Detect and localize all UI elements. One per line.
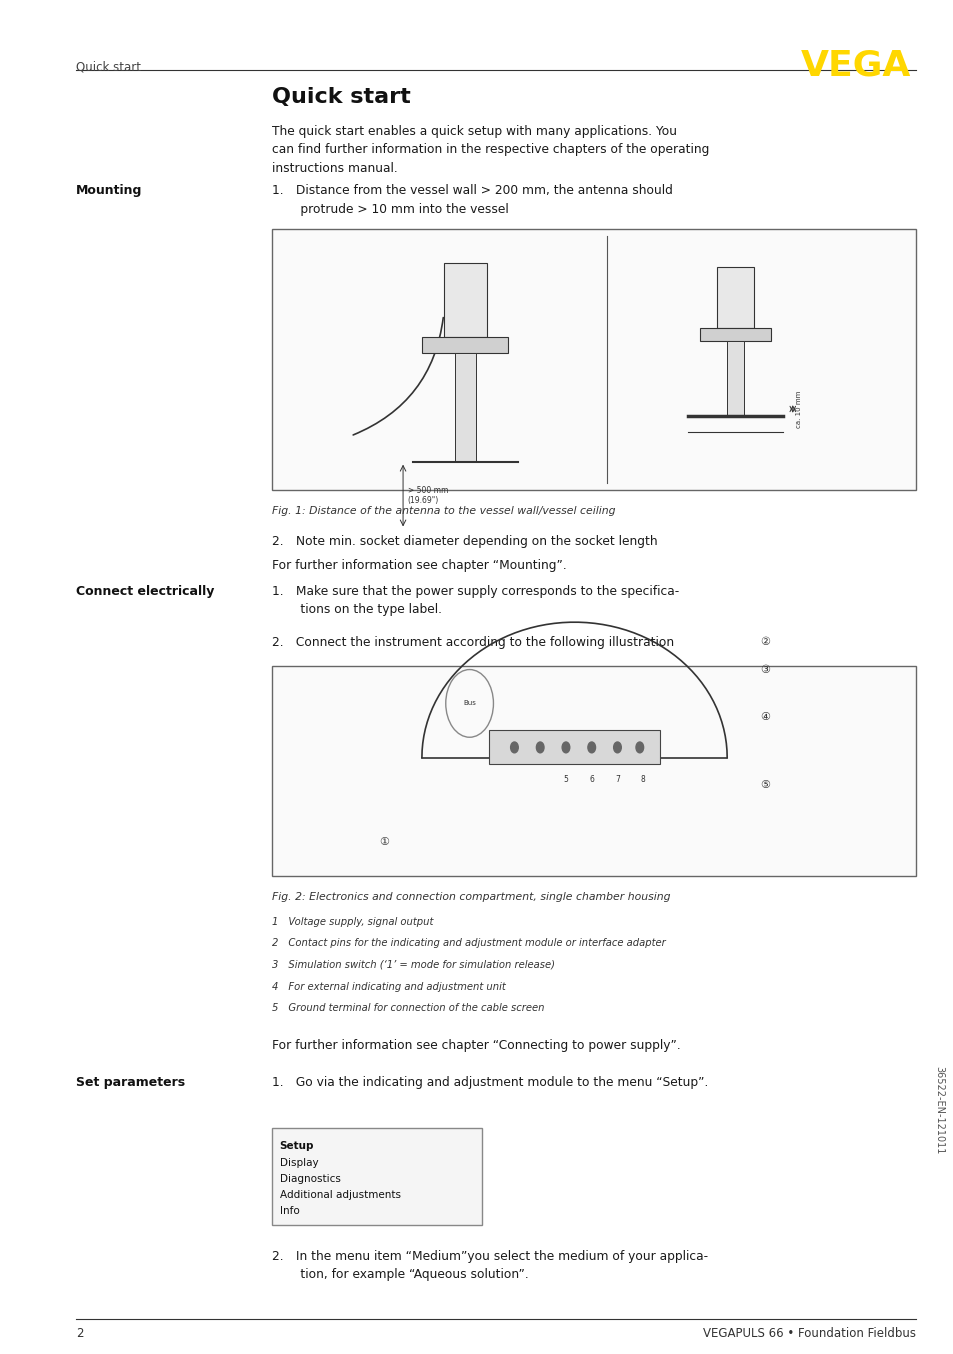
Text: ca. 10 mm: ca. 10 mm bbox=[795, 390, 801, 428]
Text: Bus: Bus bbox=[463, 700, 476, 707]
Bar bbox=[454, 353, 475, 462]
Text: ④: ④ bbox=[760, 712, 769, 722]
Text: 2: 2 bbox=[76, 1327, 84, 1340]
Text: Fig. 1: Distance of the antenna to the vessel wall/vessel ceiling: Fig. 1: Distance of the antenna to the v… bbox=[272, 506, 615, 516]
Text: 1. Make sure that the power supply corresponds to the specifica-
   tions on the: 1. Make sure that the power supply corre… bbox=[272, 585, 679, 616]
Text: ①: ① bbox=[378, 837, 388, 848]
Circle shape bbox=[536, 742, 543, 753]
FancyBboxPatch shape bbox=[488, 730, 659, 764]
Text: Additional adjustments: Additional adjustments bbox=[279, 1190, 400, 1200]
Text: 3 Simulation switch (‘1’ = mode for simulation release): 3 Simulation switch (‘1’ = mode for simu… bbox=[272, 960, 555, 969]
Text: 2. Note min. socket diameter depending on the socket length: 2. Note min. socket diameter depending o… bbox=[272, 535, 657, 548]
Text: 1 Voltage supply, signal output: 1 Voltage supply, signal output bbox=[272, 917, 433, 926]
Text: 2 Contact pins for the indicating and adjustment module or interface adapter: 2 Contact pins for the indicating and ad… bbox=[272, 938, 665, 948]
Text: Quick start: Quick start bbox=[76, 61, 141, 74]
FancyBboxPatch shape bbox=[272, 1128, 481, 1225]
Bar bbox=[443, 263, 486, 337]
Text: Setup: Setup bbox=[279, 1141, 314, 1151]
Text: Display: Display bbox=[279, 1158, 317, 1167]
Text: VEGA: VEGA bbox=[800, 49, 910, 83]
Text: For further information see chapter “Connecting to power supply”.: For further information see chapter “Con… bbox=[272, 1039, 679, 1052]
FancyBboxPatch shape bbox=[272, 666, 915, 876]
Circle shape bbox=[613, 742, 620, 753]
Circle shape bbox=[636, 742, 643, 753]
Text: VEGAPULS 66 • Foundation Fieldbus: VEGAPULS 66 • Foundation Fieldbus bbox=[702, 1327, 915, 1340]
Text: ③: ③ bbox=[760, 665, 769, 674]
Text: Set parameters: Set parameters bbox=[76, 1076, 185, 1090]
Text: ⑤: ⑤ bbox=[760, 780, 769, 789]
Text: 6: 6 bbox=[589, 774, 594, 784]
Text: Connect electrically: Connect electrically bbox=[76, 585, 214, 598]
FancyBboxPatch shape bbox=[717, 267, 753, 328]
Text: > 500 mm
(19.69"): > 500 mm (19.69") bbox=[407, 486, 448, 505]
FancyBboxPatch shape bbox=[699, 328, 770, 341]
Text: 2. In the menu item “Medium”you select the medium of your applica-
   tion, for : 2. In the menu item “Medium”you select t… bbox=[272, 1250, 707, 1281]
Text: Quick start: Quick start bbox=[272, 87, 410, 107]
Bar bbox=[421, 337, 507, 353]
Circle shape bbox=[587, 742, 595, 753]
Text: 2. Connect the instrument according to the following illustration: 2. Connect the instrument according to t… bbox=[272, 636, 674, 650]
Text: Fig. 2: Electronics and connection compartment, single chamber housing: Fig. 2: Electronics and connection compa… bbox=[272, 892, 670, 902]
Text: 4 For external indicating and adjustment unit: 4 For external indicating and adjustment… bbox=[272, 982, 505, 991]
Text: 36522-EN-121011: 36522-EN-121011 bbox=[934, 1066, 943, 1155]
FancyBboxPatch shape bbox=[272, 229, 915, 490]
Text: Info: Info bbox=[279, 1206, 299, 1216]
Text: 1. Distance from the vessel wall > 200 mm, the antenna should
   protrude > 10 m: 1. Distance from the vessel wall > 200 m… bbox=[272, 184, 672, 215]
Text: 1. Go via the indicating and adjustment module to the menu “Setup”.: 1. Go via the indicating and adjustment … bbox=[272, 1076, 707, 1090]
Circle shape bbox=[510, 742, 517, 753]
Text: The quick start enables a quick setup with many applications. You
can find furth: The quick start enables a quick setup wi… bbox=[272, 125, 708, 175]
Text: Mounting: Mounting bbox=[76, 184, 143, 198]
Text: For further information see chapter “Mounting”.: For further information see chapter “Mou… bbox=[272, 559, 566, 573]
Text: 8: 8 bbox=[640, 774, 645, 784]
Text: Diagnostics: Diagnostics bbox=[279, 1174, 340, 1183]
FancyBboxPatch shape bbox=[726, 341, 743, 416]
Text: ②: ② bbox=[760, 638, 769, 647]
Text: 7: 7 bbox=[615, 774, 619, 784]
Circle shape bbox=[561, 742, 569, 753]
Text: 5: 5 bbox=[563, 774, 568, 784]
Text: 5 Ground terminal for connection of the cable screen: 5 Ground terminal for connection of the … bbox=[272, 1003, 544, 1013]
